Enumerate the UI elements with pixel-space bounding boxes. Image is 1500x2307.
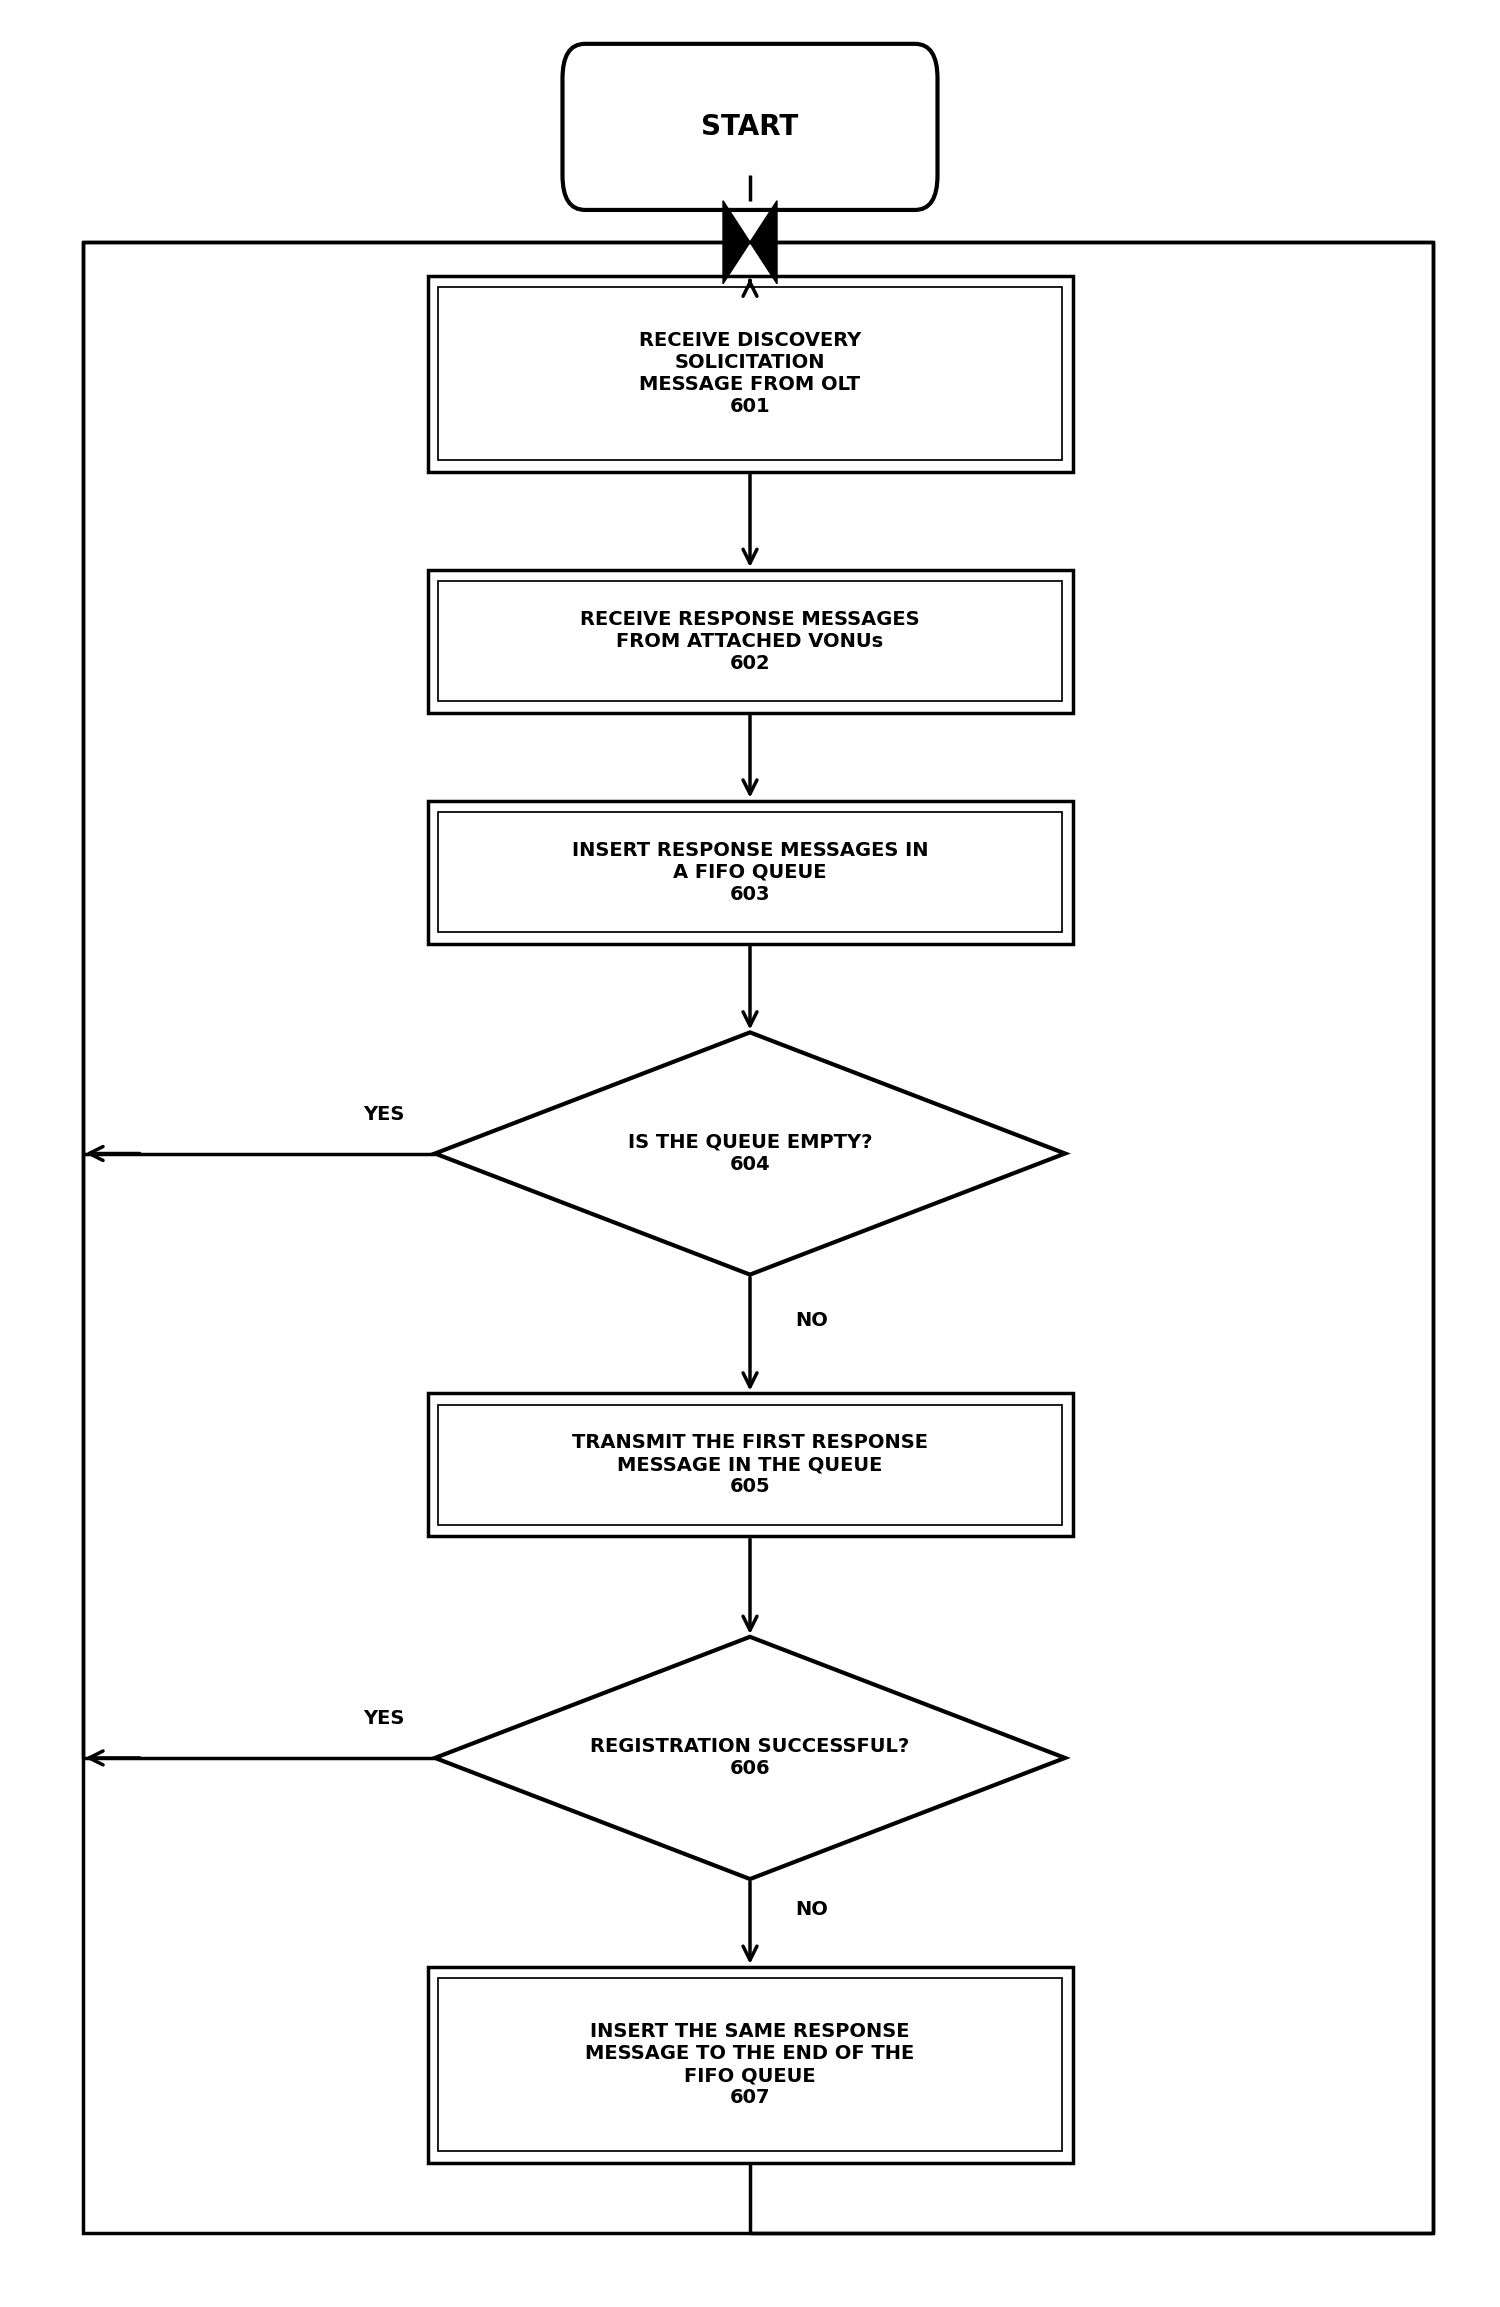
FancyBboxPatch shape [562, 44, 938, 210]
Text: IS THE QUEUE EMPTY?
604: IS THE QUEUE EMPTY? 604 [627, 1133, 873, 1174]
Text: TRANSMIT THE FIRST RESPONSE
MESSAGE IN THE QUEUE
605: TRANSMIT THE FIRST RESPONSE MESSAGE IN T… [572, 1433, 928, 1497]
Polygon shape [723, 201, 750, 284]
FancyBboxPatch shape [438, 581, 1062, 701]
FancyBboxPatch shape [427, 1393, 1072, 1536]
Text: NO: NO [795, 1310, 828, 1329]
FancyBboxPatch shape [438, 288, 1062, 461]
Text: RECEIVE DISCOVERY
SOLICITATION
MESSAGE FROM OLT
601: RECEIVE DISCOVERY SOLICITATION MESSAGE F… [639, 332, 861, 415]
Polygon shape [750, 201, 777, 284]
Polygon shape [435, 1638, 1065, 1878]
Text: START: START [702, 113, 798, 141]
FancyBboxPatch shape [427, 570, 1072, 713]
Text: INSERT THE SAME RESPONSE
MESSAGE TO THE END OF THE
FIFO QUEUE
607: INSERT THE SAME RESPONSE MESSAGE TO THE … [585, 2023, 915, 2106]
FancyBboxPatch shape [438, 1977, 1062, 2150]
Polygon shape [435, 1034, 1065, 1273]
FancyBboxPatch shape [427, 277, 1072, 473]
Text: YES: YES [363, 1105, 405, 1124]
FancyBboxPatch shape [427, 801, 1072, 944]
Text: NO: NO [795, 1901, 828, 1919]
FancyBboxPatch shape [438, 812, 1062, 932]
Text: REGISTRATION SUCCESSFUL?
606: REGISTRATION SUCCESSFUL? 606 [591, 1737, 909, 1779]
Text: INSERT RESPONSE MESSAGES IN
A FIFO QUEUE
603: INSERT RESPONSE MESSAGES IN A FIFO QUEUE… [572, 840, 928, 904]
FancyBboxPatch shape [438, 1405, 1062, 1525]
Text: RECEIVE RESPONSE MESSAGES
FROM ATTACHED VONUs
602: RECEIVE RESPONSE MESSAGES FROM ATTACHED … [580, 609, 920, 674]
FancyBboxPatch shape [427, 1966, 1072, 2164]
Text: YES: YES [363, 1709, 405, 1728]
